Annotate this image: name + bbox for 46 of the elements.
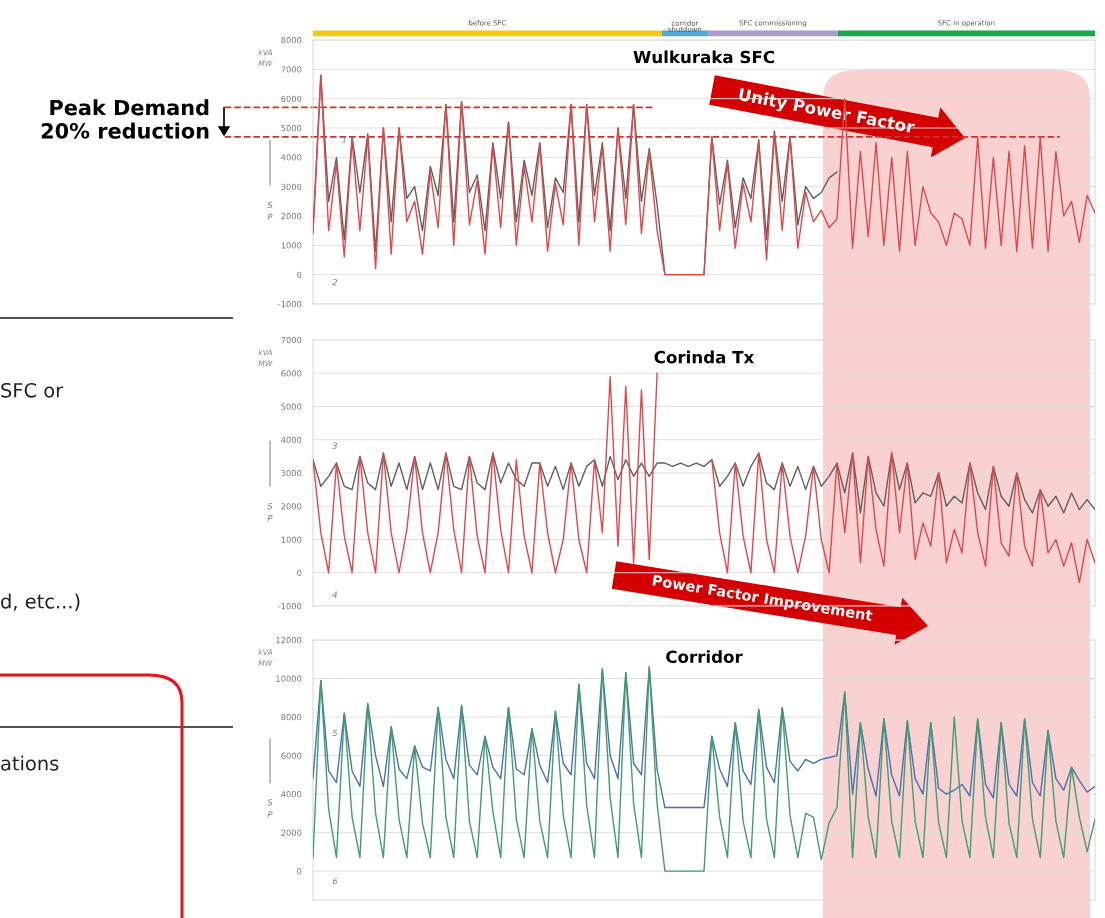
text: S P xyxy=(267,799,273,818)
y-tick-label: -1000 xyxy=(278,300,302,308)
y-tick-label: 3000 xyxy=(281,469,302,477)
text: Wulkuraka SFC xyxy=(633,50,774,64)
y-tick-label: 8000 xyxy=(281,36,302,44)
text: Peak Demand 20% reduction xyxy=(41,99,209,139)
y-tick-label: 5000 xyxy=(281,403,302,410)
text: SFC or xyxy=(1,382,64,398)
y-tick-label: 3000 xyxy=(281,183,302,190)
y-tick-label: 2000 xyxy=(281,829,302,836)
line-series xyxy=(313,452,1095,514)
text: d, etc...) xyxy=(1,593,80,611)
line-series xyxy=(313,666,1095,872)
chart-title: Corridor xyxy=(666,650,743,664)
y-tick-label: 0 xyxy=(297,868,302,875)
y-tick-label: 6000 xyxy=(281,95,302,102)
text: S P xyxy=(267,503,273,522)
text: Corinda Tx xyxy=(654,350,755,364)
annotation: Unity Power Factor xyxy=(737,87,916,137)
annotation: 1 xyxy=(342,136,346,143)
y-tick-label: 10000 xyxy=(276,675,302,682)
annotation: 6 xyxy=(332,877,338,885)
y-tick-label: 2000 xyxy=(281,503,302,510)
annotation: 5 xyxy=(332,729,338,737)
y-tick-label: 6000 xyxy=(281,370,302,377)
line-series xyxy=(313,74,1095,276)
y-tick-label: 1000 xyxy=(281,242,302,249)
y-tick-label: 6000 xyxy=(281,752,302,759)
annotation: 3 xyxy=(332,442,338,449)
y-tick-label: 12000 xyxy=(276,636,302,644)
y-tick-label: 0 xyxy=(297,569,302,577)
annotation: 2 xyxy=(332,278,338,286)
y-tick-label: 5000 xyxy=(281,124,302,132)
y-tick-label: 2000 xyxy=(281,212,302,220)
y-tick-label: 0 xyxy=(297,271,302,278)
y-tick-label: 7000 xyxy=(281,336,302,344)
y-tick-label: 4000 xyxy=(281,791,302,798)
text: ations xyxy=(1,755,59,771)
y-tick-label: 1000 xyxy=(281,536,302,543)
text: S P xyxy=(267,201,273,220)
y-tick-label: 4000 xyxy=(281,436,302,444)
y-tick-label: -1000 xyxy=(278,602,302,610)
y-tick-label: 7000 xyxy=(281,66,302,73)
y-tick-label: 4000 xyxy=(281,154,302,161)
y-tick-label: 8000 xyxy=(281,714,302,721)
annotation: 4 xyxy=(332,591,337,598)
